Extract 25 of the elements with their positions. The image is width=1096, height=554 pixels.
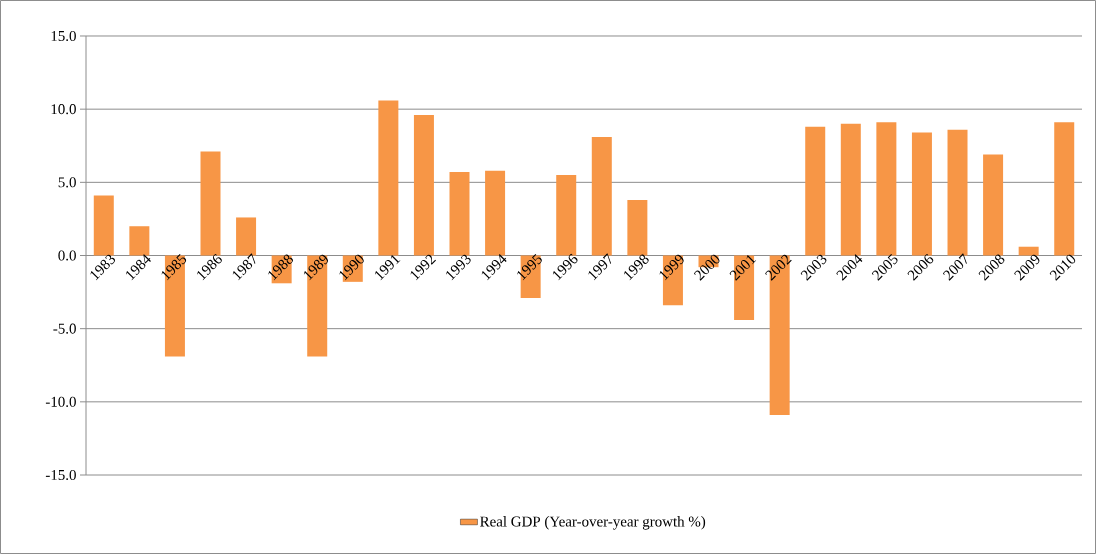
- y-tick-label: 0.0: [58, 250, 76, 261]
- bar: [378, 100, 399, 256]
- y-tick-label: 10.0: [51, 104, 76, 115]
- y-tick-label: 5.0: [58, 177, 76, 188]
- bar: [413, 115, 434, 256]
- legend-label: Real GDP (Year-over-year growth %): [480, 516, 706, 530]
- bar: [449, 172, 470, 256]
- y-tick-label: 15.0: [51, 30, 76, 42]
- bar: [129, 226, 150, 256]
- y-tick-label: -10.0: [45, 396, 76, 407]
- bar: [876, 122, 897, 256]
- bar: [1054, 122, 1075, 256]
- bar: [911, 132, 932, 256]
- bar: [200, 151, 221, 256]
- bar: [485, 170, 506, 256]
- y-tick-label: -15.0: [45, 469, 76, 481]
- bar: [627, 199, 648, 256]
- x-tick-label: 1991: [375, 255, 401, 281]
- bar: [556, 175, 577, 256]
- bar: [840, 123, 861, 256]
- bar: [983, 154, 1004, 256]
- y-tick-label: -5.0: [53, 323, 76, 334]
- bar: [805, 126, 826, 256]
- bar: [93, 195, 114, 256]
- bar: [1018, 246, 1039, 256]
